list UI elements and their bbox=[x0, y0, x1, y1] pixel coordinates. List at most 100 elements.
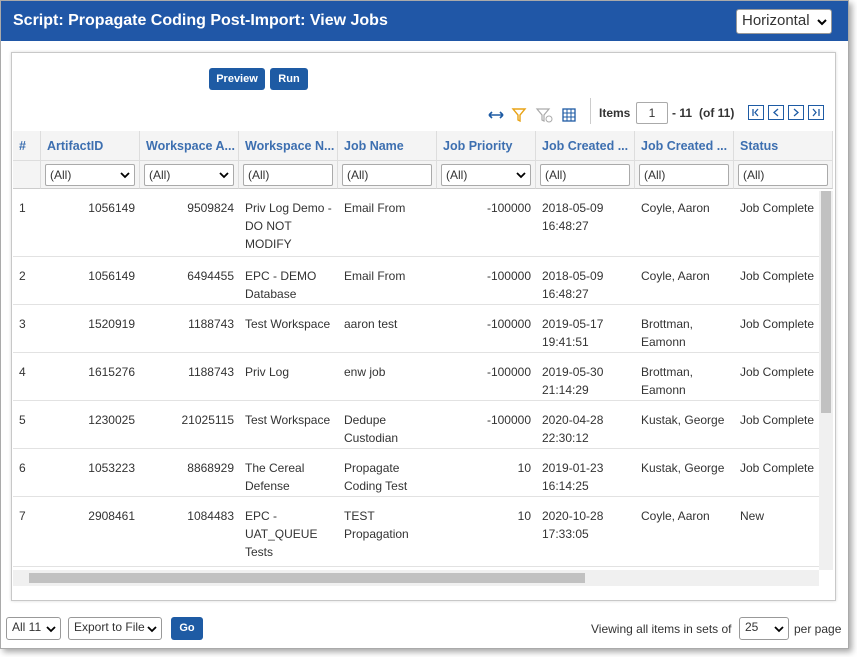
layout-select[interactable]: Horizontal bbox=[736, 9, 832, 34]
page-total: (of 11) bbox=[699, 106, 735, 120]
table-cell: 7 bbox=[19, 509, 26, 523]
table-cell: 1188743 bbox=[188, 365, 234, 379]
filter-cell: (All) bbox=[536, 161, 635, 189]
filter-input[interactable]: (All) bbox=[441, 164, 531, 186]
column-header[interactable]: Workspace N... bbox=[239, 131, 338, 161]
filter-cell: (All) bbox=[239, 161, 338, 189]
header-bar: Script: Propagate Coding Post-Import: Vi… bbox=[1, 1, 848, 41]
grid-tools[interactable] bbox=[487, 106, 587, 124]
dropdown-arrow bbox=[219, 172, 229, 179]
table-cell: 1053223 bbox=[88, 461, 135, 475]
table-cell: New bbox=[740, 509, 765, 523]
table-cell: enw job bbox=[344, 365, 386, 379]
dropdown-arrow bbox=[516, 172, 526, 179]
table-cell: 10 bbox=[517, 461, 531, 475]
filter-input[interactable]: (All) bbox=[738, 164, 828, 186]
filter-input[interactable]: (All) bbox=[342, 164, 432, 186]
filter-input[interactable]: (All) bbox=[540, 164, 630, 186]
table-cell: EPC - DEMO Database bbox=[245, 269, 317, 301]
table-cell: Brottman, Eamonn bbox=[641, 365, 694, 397]
filter-text: (All) bbox=[644, 168, 666, 182]
dropdown-arrow bbox=[817, 18, 827, 25]
table-cell: Coyle, Aaron bbox=[641, 269, 710, 283]
table-cell: The Cereal Defense bbox=[245, 461, 305, 493]
column-header[interactable]: Job Name bbox=[338, 131, 437, 161]
table-cell: 2019-05-30 21:14:29 bbox=[542, 365, 604, 397]
filter-cell bbox=[13, 161, 41, 189]
column-header[interactable]: Job Created ... bbox=[635, 131, 734, 161]
preview-button[interactable]: Preview bbox=[209, 68, 265, 90]
page-input[interactable]: 1 bbox=[636, 102, 668, 124]
select-all[interactable]: All 11 bbox=[6, 617, 61, 640]
layout-select-text: Horizontal bbox=[742, 12, 810, 29]
filter-input[interactable]: (All) bbox=[45, 164, 135, 186]
column-header[interactable]: ArtifactID bbox=[41, 131, 140, 161]
table-cell: 1 bbox=[19, 201, 26, 215]
filter-cell: (All) bbox=[140, 161, 239, 189]
table-cell: Coyle, Aaron bbox=[641, 509, 710, 523]
table-cell: 2019-05-17 19:41:51 bbox=[542, 317, 604, 349]
table-cell: aaron test bbox=[344, 317, 398, 331]
page-size-text: 25 bbox=[745, 620, 759, 634]
filter-cell: (All) bbox=[635, 161, 734, 189]
table-cell: 6494455 bbox=[187, 269, 234, 283]
export-text: Export to File bbox=[74, 620, 145, 634]
table-cell: Coyle, Aaron bbox=[641, 201, 710, 215]
table-cell: 1230025 bbox=[88, 413, 135, 427]
table-cell: Test Workspace bbox=[245, 413, 331, 427]
table-cell: 9509824 bbox=[187, 201, 234, 215]
table-cell: 2018-05-09 16:48:27 bbox=[542, 269, 604, 301]
filter-input[interactable]: (All) bbox=[639, 164, 729, 186]
table-cell: 3 bbox=[19, 317, 26, 331]
filter-cell: (All) bbox=[437, 161, 536, 189]
filter-text: (All) bbox=[545, 168, 567, 182]
table-cell: 21025115 bbox=[181, 413, 235, 427]
filter-input[interactable]: (All) bbox=[144, 164, 234, 186]
row-divider bbox=[13, 352, 819, 353]
table-cell: Job Complete bbox=[740, 201, 815, 215]
column-header[interactable]: # bbox=[13, 131, 41, 161]
table-cell: Priv Log bbox=[245, 365, 290, 379]
table-cell: 1188743 bbox=[188, 317, 234, 331]
title: Script: Propagate Coding Post-Import: Vi… bbox=[13, 12, 388, 29]
column-header[interactable]: Status bbox=[734, 131, 833, 161]
row-divider bbox=[13, 496, 819, 497]
filter-text: (All) bbox=[446, 168, 468, 182]
export-select[interactable]: Export to File bbox=[68, 617, 162, 640]
table-cell: 10 bbox=[517, 509, 531, 523]
dialog: Script: Propagate Coding Post-Import: Vi… bbox=[0, 0, 849, 649]
h-scrollbar[interactable] bbox=[13, 570, 819, 586]
filter-cell: (All) bbox=[338, 161, 437, 189]
row-divider bbox=[13, 400, 819, 401]
page-size-select[interactable]: 25 bbox=[739, 617, 789, 640]
table-cell: 2020-04-28 22:30:12 bbox=[542, 413, 604, 445]
per-page-text: per page bbox=[794, 622, 842, 636]
v-scrollbar[interactable] bbox=[819, 191, 833, 570]
column-header[interactable]: Workspace A... bbox=[140, 131, 239, 161]
select-all-text: All 11 bbox=[12, 620, 42, 634]
table-cell: 2020-10-28 17:33:05 bbox=[542, 509, 604, 541]
column-header[interactable]: Job Priority bbox=[437, 131, 536, 161]
table-cell: -100000 bbox=[486, 201, 531, 215]
table-cell: Test Workspace bbox=[245, 317, 331, 331]
go-button[interactable]: Go bbox=[171, 617, 203, 640]
table-cell: TEST Propagation bbox=[344, 509, 409, 541]
row-divider bbox=[13, 448, 819, 449]
table-cell: 1615276 bbox=[88, 365, 135, 379]
table-cell: Priv Log Demo - DO NOT MODIFY bbox=[245, 201, 332, 251]
table-cell: 2908461 bbox=[88, 509, 135, 523]
separator bbox=[590, 98, 591, 124]
pager-buttons[interactable] bbox=[748, 105, 826, 121]
table-cell: Propagate Coding Test bbox=[344, 461, 408, 493]
filter-input[interactable]: (All) bbox=[243, 164, 333, 186]
run-button[interactable]: Run bbox=[270, 68, 308, 90]
table-cell: Kustak, George bbox=[641, 413, 725, 427]
page-range: - 11 bbox=[672, 106, 693, 120]
row-divider bbox=[13, 566, 819, 567]
table-cell: EPC - UAT_QUEUE Tests bbox=[245, 509, 318, 559]
column-header[interactable]: Job Created ... bbox=[536, 131, 635, 161]
table-cell: Brottman, Eamonn bbox=[641, 317, 694, 349]
row-divider bbox=[13, 256, 819, 257]
filter-cell: (All) bbox=[734, 161, 833, 189]
filter-text: (All) bbox=[50, 168, 72, 182]
